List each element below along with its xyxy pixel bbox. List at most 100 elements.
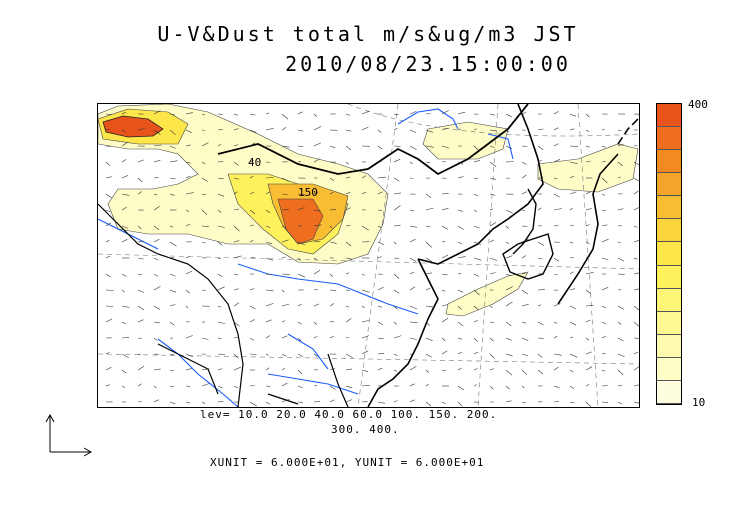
wind-arrow xyxy=(201,225,209,227)
wind-arrow xyxy=(441,254,449,259)
wind-arrow xyxy=(249,159,254,163)
colorbar-swatch xyxy=(657,265,681,289)
wind-arrow xyxy=(569,385,574,389)
wind-arrow xyxy=(185,256,190,259)
wind-arrow xyxy=(553,111,559,115)
dust-wind-map: 40 150 xyxy=(98,104,639,407)
wind-arrow xyxy=(361,191,367,195)
wind-arrow xyxy=(105,352,110,355)
wind-arrow xyxy=(489,305,493,309)
wind-arrow xyxy=(537,128,544,131)
wind-arrow xyxy=(569,224,574,227)
wind-arrow xyxy=(201,241,206,244)
wind-arrow xyxy=(233,225,240,232)
wind-arrow xyxy=(217,241,223,246)
wind-arrow xyxy=(569,161,578,164)
wind-arrow xyxy=(137,225,142,230)
wind-arrow xyxy=(185,175,191,179)
wind-arrow xyxy=(361,126,369,131)
colorbar-swatch xyxy=(657,150,681,174)
wind-arrow xyxy=(313,303,320,307)
wind-arrow xyxy=(137,273,142,276)
wind-arrow xyxy=(393,159,401,163)
wind-arrow xyxy=(553,321,558,324)
wind-arrow xyxy=(105,113,112,115)
wind-arrow xyxy=(585,384,590,387)
wind-arrow xyxy=(409,366,417,371)
wind-arrow xyxy=(457,321,464,327)
colorbar-swatch xyxy=(657,104,681,128)
wind-arrow xyxy=(345,161,349,165)
wind-arrow xyxy=(425,241,432,248)
wind-arrow xyxy=(297,193,306,196)
wind-arrow xyxy=(617,369,624,376)
colorbar-swatch xyxy=(657,357,681,381)
wind-arrow xyxy=(393,177,400,182)
wind-arrow xyxy=(169,241,177,247)
wind-arrow xyxy=(153,368,161,371)
wind-arrow xyxy=(121,353,129,358)
wind-arrow xyxy=(249,319,255,323)
wind-arrow xyxy=(265,257,274,261)
wind-arrow xyxy=(169,145,176,149)
wind-arrow xyxy=(249,385,255,387)
wind-arrow xyxy=(633,161,639,166)
wind-arrow xyxy=(585,160,591,163)
wind-arrow xyxy=(345,399,353,403)
wind-arrow xyxy=(441,161,447,163)
wind-arrow xyxy=(601,401,608,403)
wind-arrow xyxy=(489,272,496,275)
wind-arrow xyxy=(601,209,606,212)
wind-arrow xyxy=(601,145,606,148)
wind-arrow xyxy=(265,112,270,115)
wind-arrow xyxy=(441,304,448,307)
wind-arrow xyxy=(569,208,573,211)
wind-arrow xyxy=(441,110,449,115)
wind-arrow xyxy=(617,143,624,147)
wind-arrow xyxy=(201,177,208,182)
wind-arrow xyxy=(425,353,432,358)
wind-arrow xyxy=(569,175,575,179)
wind-arrow xyxy=(185,289,190,294)
wind-arrow xyxy=(201,383,210,387)
wind-arrow xyxy=(601,257,609,261)
wind-arrow xyxy=(345,337,350,339)
wind-arrow xyxy=(377,225,382,229)
wind-arrow xyxy=(489,239,494,243)
wind-arrow xyxy=(281,239,289,243)
wind-arrow xyxy=(601,193,606,196)
wind-arrow xyxy=(633,177,639,182)
wind-arrow xyxy=(377,321,384,326)
wind-arrow xyxy=(537,304,541,307)
wind-arrow xyxy=(569,369,574,373)
wind-arrow xyxy=(521,191,528,195)
wind-arrow xyxy=(185,161,191,164)
wind-arrow xyxy=(521,369,528,375)
wind-arrow xyxy=(217,257,221,259)
wind-arrow xyxy=(185,368,192,371)
wind-arrow xyxy=(169,193,175,196)
wind-arrow xyxy=(617,353,625,357)
wind-arrow xyxy=(153,159,161,163)
wind-arrow xyxy=(601,321,606,325)
wind-arrow xyxy=(537,321,544,326)
wind-arrow xyxy=(121,111,126,115)
wind-arrow xyxy=(633,272,639,275)
colorbar-swatch xyxy=(657,173,681,197)
wind-arrow xyxy=(457,401,463,407)
wind-arrow xyxy=(457,209,463,212)
wind-arrow xyxy=(281,303,290,307)
wind-arrow xyxy=(345,207,351,211)
wind-arrow xyxy=(137,383,142,387)
wind-arrow xyxy=(121,239,128,243)
wind-arrow xyxy=(313,113,318,117)
wind-arrow xyxy=(313,126,322,131)
wind-arrow xyxy=(537,207,542,211)
wind-arrow xyxy=(313,241,321,243)
wind-arrow xyxy=(201,209,208,216)
wind-arrow xyxy=(409,111,417,115)
wind-arrow xyxy=(553,336,558,339)
wind-arrow xyxy=(473,225,480,229)
wind-arrow xyxy=(473,241,482,245)
wind-arrow xyxy=(617,401,623,405)
